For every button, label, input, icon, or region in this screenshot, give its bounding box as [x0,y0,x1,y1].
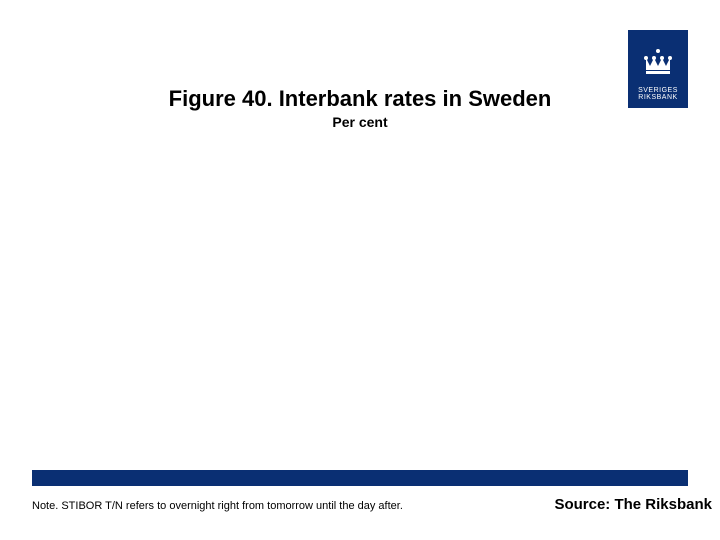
crown-icon [640,47,676,77]
figure-title: Figure 40. Interbank rates in Sweden [0,86,720,112]
footnote: Note. STIBOR T/N refers to overnight rig… [32,500,403,512]
footer: Note. STIBOR T/N refers to overnight rig… [32,496,712,513]
slide-page: SVERIGES RIKSBANK Figure 40. Interbank r… [0,0,720,540]
source-label: Source: The Riksbank [554,496,712,513]
separator-bar [32,470,688,486]
figure-subtitle: Per cent [0,114,720,130]
